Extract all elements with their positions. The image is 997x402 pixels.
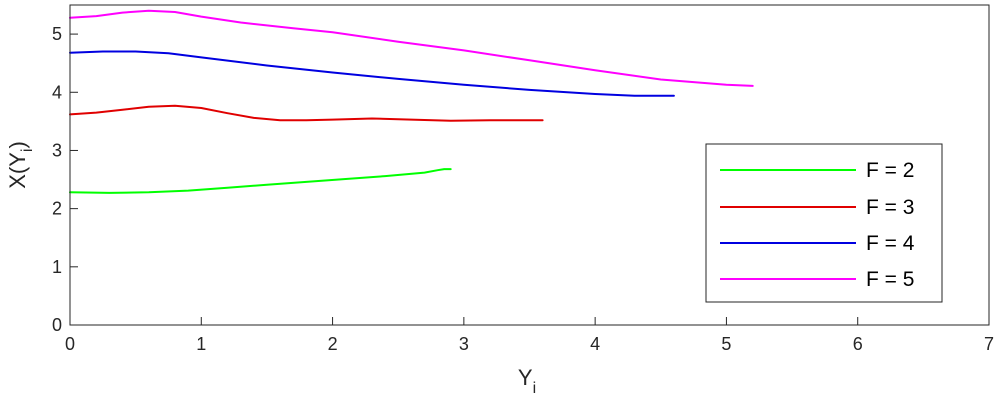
x-axis-label-main: Y: [518, 365, 533, 390]
y-tick-label: 0: [52, 315, 62, 335]
series-layer: [69, 9, 754, 194]
x-tick-label: 0: [65, 334, 75, 354]
x-tick-label: 1: [196, 334, 206, 354]
y-axis-label: X(Yi): [5, 141, 36, 189]
legend-label: F = 5: [866, 268, 914, 291]
x-tick-label: 7: [984, 334, 994, 354]
y-tick-label: 3: [52, 140, 62, 160]
x-tick-label: 4: [590, 334, 600, 354]
y-axis-label-subscript: i: [19, 149, 36, 153]
series-line-f5: [69, 9, 754, 87]
y-tick-label: 2: [52, 199, 62, 219]
y-axis-label-close: ): [5, 141, 30, 148]
x-tick-label: 5: [721, 334, 731, 354]
x-axis-label-subscript: i: [533, 380, 537, 397]
series-line-f3: [69, 104, 544, 122]
legend: F = 2 F = 3 F = 4 F = 5: [705, 143, 943, 303]
x-tick-label: 6: [853, 334, 863, 354]
legend-label: F = 4: [866, 232, 915, 255]
y-axis-label-main: X(Y: [5, 152, 30, 189]
series-line-f2: [69, 168, 452, 194]
series-line-f4: [69, 50, 675, 97]
x-tick-label: 3: [459, 334, 469, 354]
x-axis-ticks: 0 1 2 3 4 5 6 7: [65, 317, 994, 354]
y-axis-ticks: 0 1 2 3 4 5: [52, 24, 78, 335]
y-tick-label: 1: [52, 257, 62, 277]
x-axis-label: Yi: [518, 365, 536, 397]
axes-box: [69, 4, 990, 326]
legend-label: F = 3: [866, 196, 914, 219]
legend-label: F = 2: [866, 159, 914, 182]
x-tick-label: 2: [328, 334, 338, 354]
y-tick-label: 5: [52, 24, 62, 44]
y-tick-label: 4: [52, 82, 62, 102]
